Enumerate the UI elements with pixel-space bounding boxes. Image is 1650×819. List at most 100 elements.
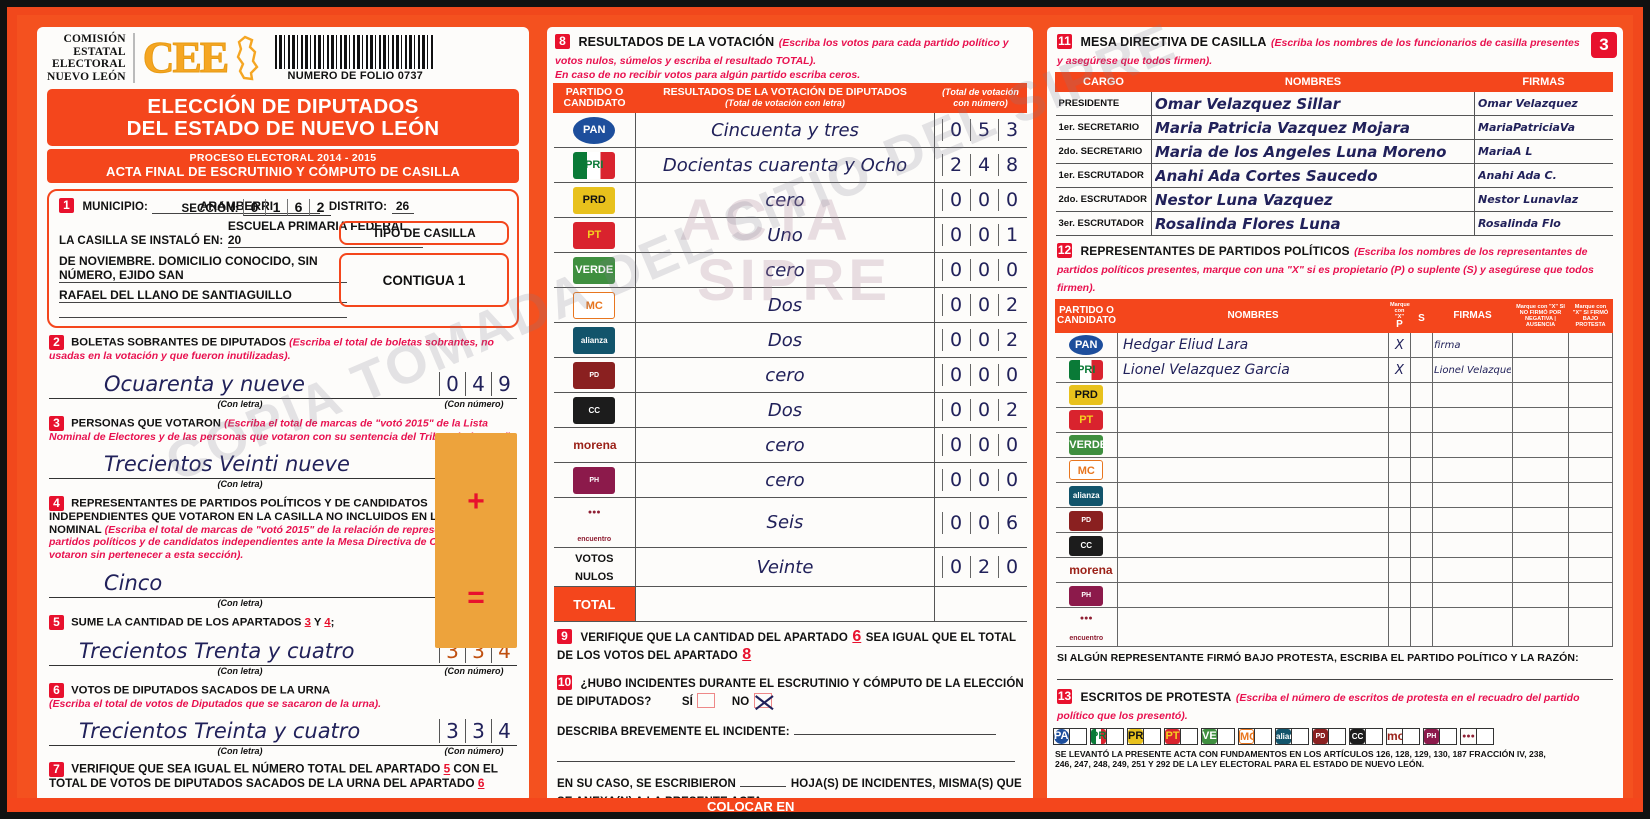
si-checkbox[interactable] — [697, 693, 716, 709]
section-6-digit-3[interactable]: 4 — [491, 719, 517, 744]
vote-digit-7-1[interactable]: 0 — [969, 364, 998, 386]
rep-s-cell[interactable] — [1410, 607, 1433, 647]
vote-digit-6-2[interactable]: 2 — [997, 329, 1026, 351]
vote-row-letters[interactable]: cero — [635, 427, 935, 463]
rep-s-cell[interactable] — [1410, 357, 1433, 383]
mesa-firma[interactable]: Rosalinda Flo — [1474, 211, 1613, 236]
rep-firma-cell[interactable] — [1432, 407, 1513, 433]
mesa-firma[interactable]: Omar Velazquez — [1474, 91, 1613, 116]
section-6-digit-1[interactable]: 3 — [439, 719, 465, 744]
vote-digit-9-1[interactable]: 0 — [969, 434, 998, 456]
rep-no-firmo-cell[interactable] — [1512, 482, 1569, 508]
rep-nombre[interactable] — [1117, 482, 1389, 508]
rep-protesta-cell[interactable] — [1568, 332, 1613, 358]
rep-no-firmo-cell[interactable] — [1512, 357, 1569, 383]
section-2-digits[interactable]: 0 4 9 — [439, 371, 517, 396]
rep-nombre[interactable] — [1117, 557, 1389, 583]
rep-firma-cell[interactable] — [1432, 507, 1513, 533]
rep-s-cell[interactable] — [1410, 457, 1433, 483]
vote-digit-9-0[interactable]: 0 — [941, 434, 970, 456]
rep-p-cell[interactable]: X — [1388, 357, 1411, 383]
protest-box-pan[interactable]: PAN — [1053, 728, 1087, 745]
vote-digit-12-1[interactable]: 2 — [969, 556, 998, 578]
rep-protesta-cell[interactable] — [1568, 532, 1613, 558]
vote-row-letters[interactable]: cero — [635, 462, 935, 498]
vote-digit-0-2[interactable]: 3 — [997, 119, 1026, 141]
vote-digit-1-1[interactable]: 4 — [969, 154, 998, 176]
mesa-nombre[interactable]: Omar Velazquez Sillar — [1151, 91, 1475, 116]
rep-firma-cell[interactable] — [1432, 382, 1513, 408]
protest-value-pri[interactable] — [1107, 728, 1124, 745]
rep-no-firmo-cell[interactable] — [1512, 332, 1569, 358]
rep-s-cell[interactable] — [1410, 332, 1433, 358]
vote-digit-7-0[interactable]: 0 — [941, 364, 970, 386]
vote-digit-4-1[interactable]: 0 — [969, 259, 998, 281]
rep-p-cell[interactable] — [1388, 582, 1411, 608]
rep-firma-cell[interactable] — [1432, 532, 1513, 558]
rep-nombre[interactable] — [1117, 532, 1389, 558]
mesa-firma[interactable]: MariaA L — [1474, 139, 1613, 164]
protest-box-movimiento-ciudadano[interactable]: MC — [1238, 728, 1272, 745]
seccion-digits[interactable]: 0 1 6 2 — [243, 199, 331, 216]
vote-digit-1-2[interactable]: 8 — [997, 154, 1026, 176]
municipio-value[interactable]: ARAMBERRI — [152, 199, 321, 214]
vote-digit-10-1[interactable]: 0 — [969, 469, 998, 491]
protest-box-encuentro-social[interactable]: ●●●encuentro — [1460, 728, 1494, 745]
section-2-answer-row[interactable]: Ocuarenta y nueve 0 4 9 — [49, 365, 517, 399]
mesa-nombre[interactable]: Maria Patricia Vazquez Mojara — [1151, 115, 1475, 140]
hojas-incidentes-input[interactable] — [740, 776, 787, 787]
vote-row-letters[interactable]: Dos — [635, 287, 935, 323]
rep-nombre[interactable] — [1117, 507, 1389, 533]
rep-s-cell[interactable] — [1410, 432, 1433, 458]
rep-protesta-cell[interactable] — [1568, 382, 1613, 408]
section-2-letters[interactable]: Ocuarenta y nueve — [104, 371, 305, 396]
rep-protesta-cell[interactable] — [1568, 357, 1613, 383]
address-line-2[interactable]: DE NOVIEMBRE. DOMICILIO CONOCIDO, SIN NÚ… — [59, 254, 347, 283]
vote-digit-3-2[interactable]: 1 — [997, 224, 1026, 246]
rep-no-firmo-cell[interactable] — [1512, 607, 1569, 647]
protest-value-movimiento-ciudadano[interactable] — [1255, 728, 1272, 745]
rep-firma-cell[interactable] — [1432, 457, 1513, 483]
total-letters[interactable] — [635, 586, 935, 622]
rep-firma-cell[interactable] — [1432, 607, 1513, 647]
section-2-digit-2[interactable]: 4 — [465, 371, 491, 396]
rep-protesta-cell[interactable] — [1568, 482, 1613, 508]
rep-s-cell[interactable] — [1410, 482, 1433, 508]
vote-digit-4-0[interactable]: 0 — [941, 259, 970, 281]
rep-no-firmo-cell[interactable] — [1512, 457, 1569, 483]
protest-box-nueva-alianza[interactable]: alianza — [1275, 728, 1309, 745]
vote-digit-11-0[interactable]: 0 — [941, 511, 970, 534]
vote-digit-11-1[interactable]: 0 — [969, 511, 998, 534]
describe-incident-line-2[interactable] — [557, 752, 1015, 762]
vote-digit-2-1[interactable]: 0 — [969, 189, 998, 211]
rep-protesta-cell[interactable] — [1568, 457, 1613, 483]
section-6-digit-2[interactable]: 3 — [465, 719, 491, 744]
section-6-digits[interactable]: 3 3 4 — [439, 719, 517, 744]
vote-digit-6-0[interactable]: 0 — [941, 329, 970, 351]
protest-box-cruzada-ciudadana[interactable]: CC — [1349, 728, 1383, 745]
vote-digit-4-2[interactable]: 0 — [997, 259, 1026, 281]
vote-digit-10-0[interactable]: 0 — [941, 469, 970, 491]
rep-p-cell[interactable] — [1388, 507, 1411, 533]
rep-p-cell[interactable] — [1388, 457, 1411, 483]
vote-digit-3-0[interactable]: 0 — [941, 224, 970, 246]
section-2-digit-1[interactable]: 0 — [439, 371, 465, 396]
rep-protesta-cell[interactable] — [1568, 582, 1613, 608]
rep-no-firmo-cell[interactable] — [1512, 382, 1569, 408]
vote-digit-3-1[interactable]: 0 — [969, 224, 998, 246]
vote-digit-0-0[interactable]: 0 — [941, 119, 970, 141]
section-4-letters[interactable]: Cinco — [104, 570, 163, 595]
mesa-firma[interactable]: Anahi Ada C. — [1474, 163, 1613, 188]
seccion-digit-2[interactable]: 1 — [265, 199, 287, 216]
vote-row-letters[interactable]: cero — [635, 357, 935, 393]
rep-firma-cell[interactable] — [1432, 582, 1513, 608]
protest-value-dem-crata[interactable] — [1329, 728, 1346, 745]
rep-no-firmo-cell[interactable] — [1512, 432, 1569, 458]
vote-digit-8-1[interactable]: 0 — [969, 399, 998, 421]
rep-s-cell[interactable] — [1410, 582, 1433, 608]
